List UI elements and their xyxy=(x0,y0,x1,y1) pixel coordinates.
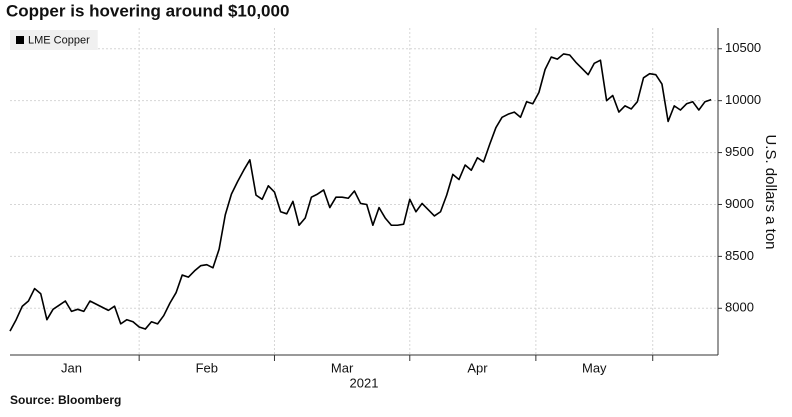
source: Source: Bloomberg xyxy=(10,393,121,407)
y-tick-label: 10500 xyxy=(725,40,761,55)
x-tick-label: Mar xyxy=(331,360,354,375)
legend-swatch xyxy=(16,36,24,44)
chart-title: Copper is hovering around $10,000 xyxy=(6,1,289,20)
x-tick-label: May xyxy=(582,360,607,375)
y-tick-label: 10000 xyxy=(725,92,761,107)
x-tick-label: Apr xyxy=(467,360,488,375)
legend-label: LME Copper xyxy=(28,34,90,46)
x-axis-label: 2021 xyxy=(350,375,379,390)
legend: LME Copper xyxy=(10,30,98,50)
y-tick-label: 9500 xyxy=(725,144,754,159)
x-tick-label: Feb xyxy=(196,360,218,375)
y-tick-label: 8500 xyxy=(725,248,754,263)
line-series xyxy=(9,53,712,332)
y-tick-label: 8000 xyxy=(725,300,754,315)
x-tick-label: Jan xyxy=(61,360,82,375)
legend-background xyxy=(10,30,98,50)
y-tick-label: 9000 xyxy=(725,196,754,211)
y-axis-label: U.S. dollars a ton xyxy=(762,134,779,249)
